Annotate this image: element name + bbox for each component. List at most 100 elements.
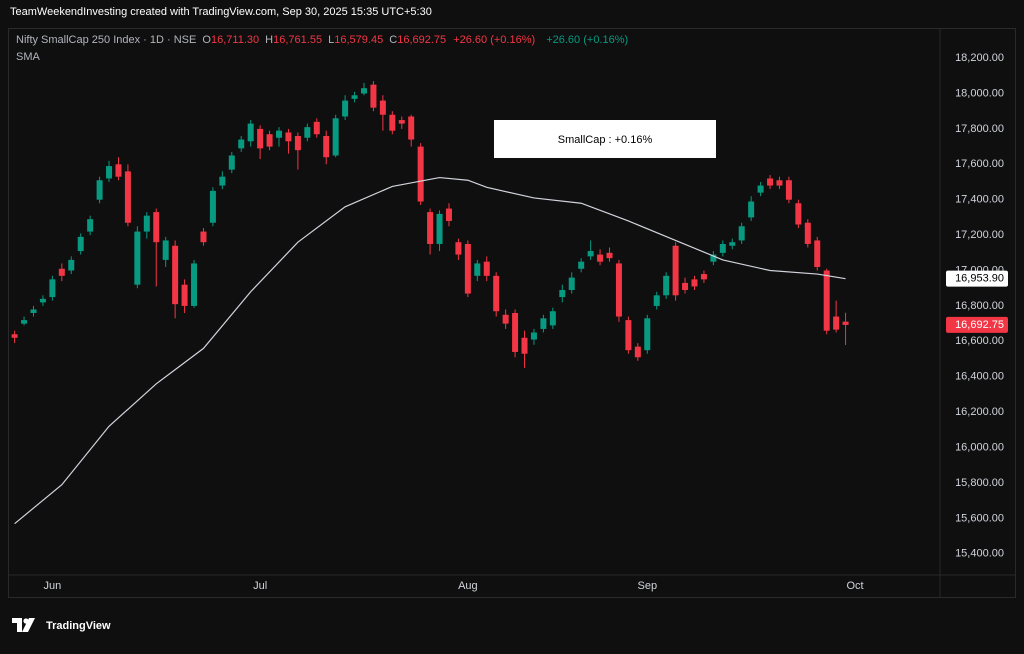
brand-name: TradingView [46, 620, 111, 632]
candle-body [209, 190, 216, 223]
candle-body [549, 311, 556, 326]
legend: Nifty SmallCap 250 Index · 1D · NSE O16,… [16, 34, 628, 46]
candle-body [389, 114, 396, 131]
candle-body [58, 268, 65, 276]
x-tick-label: Jul [253, 580, 267, 592]
candle-body [77, 236, 84, 252]
candle-body [427, 212, 434, 244]
candle-body [228, 155, 235, 170]
candle-body [842, 321, 849, 325]
legend-key: L [328, 34, 334, 46]
candle-body [247, 123, 254, 142]
candle-body [587, 251, 594, 257]
legend-change: +26.60 (+0.16%) [453, 34, 535, 46]
candle-body [738, 226, 745, 241]
candle-body [625, 320, 632, 351]
y-tick-label: 18,000.00 [955, 87, 1004, 99]
indicator-name: SMA [16, 51, 41, 63]
legend-symbol: Nifty SmallCap 250 Index · 1D · NSE [16, 34, 196, 46]
candle-body [200, 231, 207, 243]
candle-body [464, 243, 471, 294]
candle-body [238, 139, 245, 149]
candle-body [785, 180, 792, 200]
x-tick-label: Sep [637, 580, 657, 592]
candle-body [360, 88, 367, 94]
candle-body [644, 318, 651, 351]
candle-body [106, 166, 113, 179]
candle-body [483, 261, 490, 276]
candle-body [124, 171, 131, 223]
legend-indicator-change: +26.60 (+0.16%) [546, 34, 628, 46]
candle-body [342, 100, 349, 117]
candle-body [512, 313, 519, 352]
candle-body [559, 289, 566, 298]
candle-body [408, 116, 415, 140]
candle-body [767, 178, 774, 186]
candle-body [530, 332, 537, 340]
y-tick-label: 17,800.00 [955, 123, 1004, 135]
logo-shape [22, 618, 35, 632]
candle-body [445, 208, 452, 221]
candle-body [606, 252, 613, 259]
annotation-box [494, 120, 716, 158]
candle-body [304, 127, 311, 138]
candle-body [474, 263, 481, 276]
candle-body [162, 240, 169, 260]
plot-area [11, 81, 849, 525]
y-tick-label: 16,600.00 [955, 335, 1004, 347]
annotation: SmallCap : +0.16% [558, 134, 653, 146]
candle-body [493, 275, 500, 312]
candle-body [663, 275, 670, 296]
candle-body [700, 274, 707, 280]
legend-key: O [202, 34, 211, 46]
candle-body [191, 263, 198, 306]
candle-body [568, 277, 575, 290]
candle-body [417, 146, 424, 202]
candle-body [313, 121, 320, 135]
candle-body [757, 185, 764, 193]
header-text: TeamWeekendInvesting created with Tradin… [10, 6, 432, 18]
candle-body [39, 298, 46, 303]
x-tick-label: Aug [458, 580, 478, 592]
candle-body [181, 284, 188, 306]
candle-body [795, 203, 802, 225]
chart-frame [8, 28, 1016, 598]
candle-body [266, 134, 273, 147]
candle-body [11, 334, 18, 338]
candle-body [615, 263, 622, 317]
y-tick-label: 15,400.00 [955, 548, 1004, 560]
x-tick-label: Jun [44, 580, 62, 592]
legend-value: 16,579.45 [334, 34, 383, 46]
y-tick-label: 17,200.00 [955, 229, 1004, 241]
y-tick-label: 15,800.00 [955, 477, 1004, 489]
candle-body [96, 180, 103, 200]
legend-value: 16,711.30 [211, 34, 259, 46]
candle-body [436, 213, 443, 244]
candle-body [30, 309, 37, 314]
y-tick-label: 18,200.00 [955, 52, 1004, 64]
candle-body [276, 130, 283, 138]
candle-body [653, 295, 660, 306]
y-tick-label: 15,600.00 [955, 512, 1004, 524]
legend-key: H [265, 34, 273, 46]
candle-body [68, 259, 75, 271]
candle-body [153, 212, 160, 243]
y-tick-label: 16,200.00 [955, 406, 1004, 418]
candle-body [672, 245, 679, 296]
candle-body [682, 282, 689, 290]
candle-body [87, 219, 94, 232]
candle-body [540, 318, 547, 329]
sma-price-box [946, 270, 1008, 287]
candle-body [172, 245, 179, 305]
candle-body [814, 240, 821, 267]
candle-body [597, 254, 604, 262]
legend-key: C [389, 34, 397, 46]
candle-body [691, 279, 698, 287]
y-tick-label: 17,400.00 [955, 194, 1004, 206]
y-tick-label: 17,600.00 [955, 158, 1004, 170]
legend-value: 16,692.75 [397, 34, 446, 46]
candle-body [332, 118, 339, 156]
candle-body [776, 180, 783, 186]
